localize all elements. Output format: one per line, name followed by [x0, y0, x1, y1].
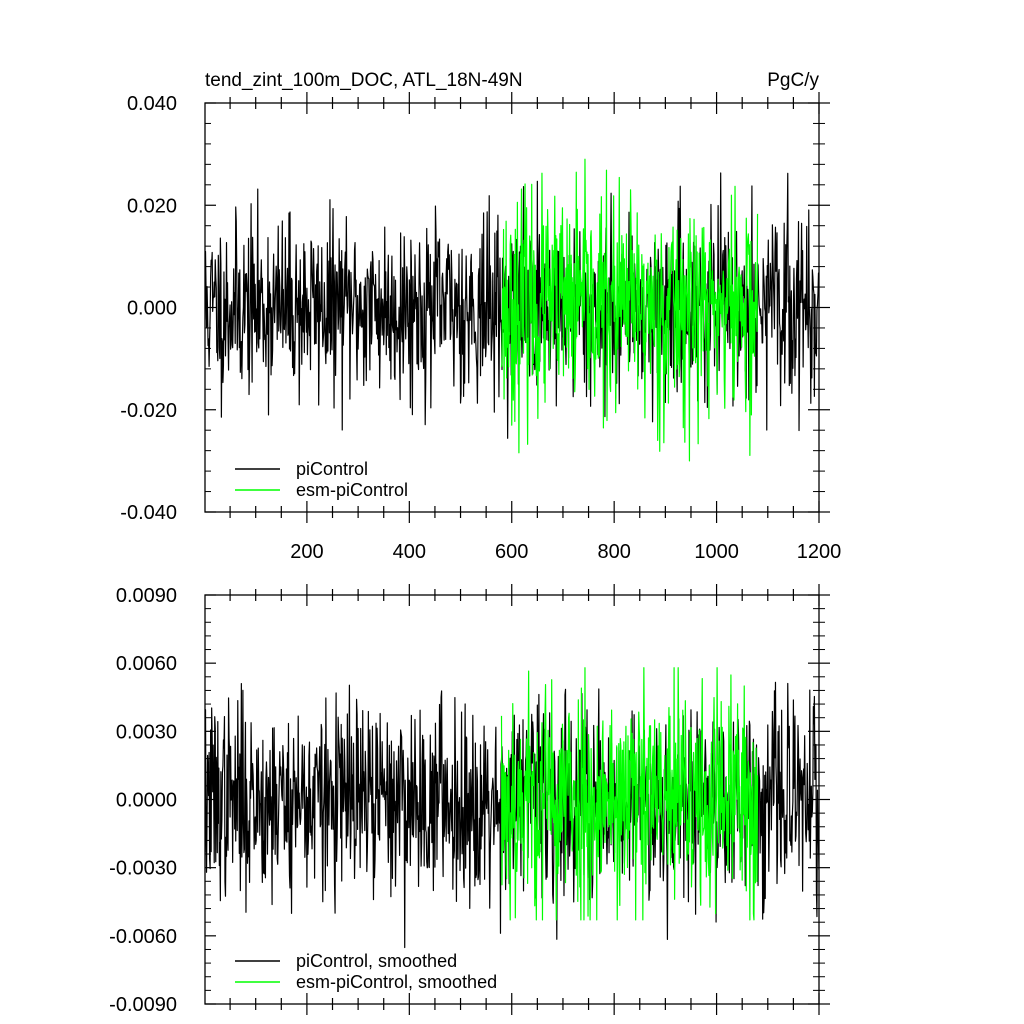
y-tick-label: 0.020 [127, 195, 177, 217]
x-tick-label: 1200 [797, 541, 842, 563]
y-tick-label: 0.0060 [116, 653, 177, 675]
panel-top: 200 400 600 800 1000 1200 -0.040 -0.020 0.000 0.0… [120, 70, 841, 563]
x-tick-label: 400 [393, 541, 426, 563]
chart-title: tend_zint_100m_DOC, ATL_18N-49N [205, 70, 523, 91]
x-tick-label: 1000 [694, 541, 739, 563]
y-tick-label: 0.000 [127, 298, 177, 320]
x-tick-label: 800 [597, 541, 630, 563]
y-tick-label: 0.0030 [116, 721, 177, 743]
legend-label: esm-piControl, smoothed [296, 972, 497, 992]
y-tick-label: 0.0090 [116, 585, 177, 607]
series-line-esm-picontrol [500, 158, 759, 462]
units-label: PgC/y [767, 70, 819, 91]
panel-bottom: -0.0090 -0.0060 -0.0030 0.0000 0.0030 0.0060 0… [109, 584, 830, 1016]
y-tick-label: -0.0030 [109, 858, 177, 880]
y-tick-label: 0.0000 [116, 790, 177, 812]
x-tick-label: 200 [290, 541, 323, 563]
y-tick-label: 0.040 [127, 93, 177, 115]
y-tick-label: -0.020 [120, 400, 177, 422]
series-line-esm-picontrol [500, 667, 759, 921]
y-tick-label: -0.0090 [109, 994, 177, 1016]
legend-label: esm-piControl [296, 480, 408, 500]
x-tick-label: 600 [495, 541, 528, 563]
legend-label: piControl, smoothed [296, 951, 457, 971]
legend-label: piControl [296, 459, 368, 479]
y-tick-label: -0.0060 [109, 926, 177, 948]
y-tick-label: -0.040 [120, 502, 177, 524]
